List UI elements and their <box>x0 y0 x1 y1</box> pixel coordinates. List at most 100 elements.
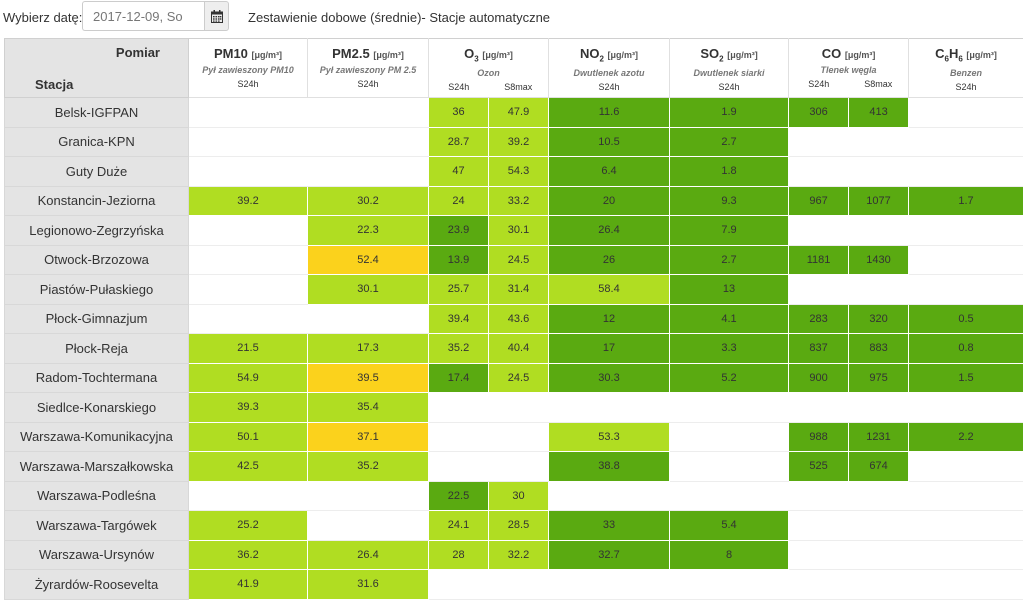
value-cell[interactable]: 306 <box>789 98 849 128</box>
value-cell[interactable]: 525 <box>789 452 849 482</box>
value-cell[interactable]: 54.9 <box>189 363 308 393</box>
value-cell[interactable]: 36.2 <box>189 540 308 570</box>
value-cell[interactable]: 1181 <box>789 245 849 275</box>
value-cell[interactable]: 53.3 <box>549 422 670 452</box>
value-cell[interactable]: 35.4 <box>308 393 429 423</box>
value-cell[interactable]: 283 <box>789 304 849 334</box>
station-name[interactable]: Warszawa-Komunikacyjna <box>5 422 189 452</box>
value-cell[interactable]: 25.2 <box>189 511 308 541</box>
value-cell[interactable]: 17 <box>549 334 670 364</box>
value-cell[interactable]: 28.5 <box>489 511 549 541</box>
value-cell[interactable]: 10.5 <box>549 127 670 157</box>
value-cell[interactable]: 5.4 <box>670 511 789 541</box>
value-cell[interactable]: 23.9 <box>429 216 489 246</box>
value-cell[interactable]: 1077 <box>849 186 909 216</box>
date-input[interactable] <box>82 1 204 31</box>
value-cell[interactable]: 2.7 <box>670 127 789 157</box>
station-name[interactable]: Guty Duże <box>5 157 189 187</box>
value-cell[interactable]: 30.1 <box>308 275 429 305</box>
value-cell[interactable]: 39.4 <box>429 304 489 334</box>
value-cell[interactable]: 9.3 <box>670 186 789 216</box>
value-cell[interactable]: 2.7 <box>670 245 789 275</box>
param-header-c6h6[interactable]: C6H6 [μg/m³] Benzen S24h <box>909 39 1023 98</box>
value-cell[interactable]: 52.4 <box>308 245 429 275</box>
station-name[interactable]: Warszawa-Targówek <box>5 511 189 541</box>
station-name[interactable]: Warszawa-Marszałkowska <box>5 452 189 482</box>
value-cell[interactable]: 35.2 <box>429 334 489 364</box>
value-cell[interactable]: 3.3 <box>670 334 789 364</box>
station-name[interactable]: Radom-Tochtermana <box>5 363 189 393</box>
value-cell[interactable]: 22.3 <box>308 216 429 246</box>
value-cell[interactable]: 674 <box>849 452 909 482</box>
value-cell[interactable]: 2.2 <box>909 422 1023 452</box>
param-header-pm25[interactable]: PM2.5 [μg/m³] Pył zawieszony PM 2.5 S24h <box>308 39 429 98</box>
value-cell[interactable]: 33 <box>549 511 670 541</box>
value-cell[interactable]: 22.5 <box>429 481 489 511</box>
value-cell[interactable]: 900 <box>789 363 849 393</box>
value-cell[interactable]: 28.7 <box>429 127 489 157</box>
station-name[interactable]: Granica-KPN <box>5 127 189 157</box>
value-cell[interactable]: 883 <box>849 334 909 364</box>
value-cell[interactable]: 413 <box>849 98 909 128</box>
calendar-button[interactable] <box>204 1 229 31</box>
station-name[interactable]: Piastów-Pułaskiego <box>5 275 189 305</box>
station-name[interactable]: Płock-Gimnazjum <box>5 304 189 334</box>
value-cell[interactable]: 1.9 <box>670 98 789 128</box>
station-name[interactable]: Siedlce-Konarskiego <box>5 393 189 423</box>
value-cell[interactable]: 50.1 <box>189 422 308 452</box>
value-cell[interactable]: 4.1 <box>670 304 789 334</box>
value-cell[interactable]: 25.7 <box>429 275 489 305</box>
value-cell[interactable]: 24.5 <box>489 245 549 275</box>
value-cell[interactable]: 6.4 <box>549 157 670 187</box>
value-cell[interactable]: 1.7 <box>909 186 1023 216</box>
value-cell[interactable]: 43.6 <box>489 304 549 334</box>
value-cell[interactable]: 30 <box>489 481 549 511</box>
value-cell[interactable]: 320 <box>849 304 909 334</box>
value-cell[interactable]: 0.5 <box>909 304 1023 334</box>
value-cell[interactable]: 1.8 <box>670 157 789 187</box>
value-cell[interactable]: 975 <box>849 363 909 393</box>
value-cell[interactable]: 39.3 <box>189 393 308 423</box>
value-cell[interactable]: 32.7 <box>549 540 670 570</box>
value-cell[interactable]: 32.2 <box>489 540 549 570</box>
value-cell[interactable]: 24.1 <box>429 511 489 541</box>
value-cell[interactable]: 31.4 <box>489 275 549 305</box>
value-cell[interactable]: 36 <box>429 98 489 128</box>
value-cell[interactable]: 54.3 <box>489 157 549 187</box>
value-cell[interactable]: 33.2 <box>489 186 549 216</box>
value-cell[interactable]: 28 <box>429 540 489 570</box>
value-cell[interactable]: 37.1 <box>308 422 429 452</box>
value-cell[interactable]: 26.4 <box>308 540 429 570</box>
station-name[interactable]: Płock-Reja <box>5 334 189 364</box>
value-cell[interactable]: 47 <box>429 157 489 187</box>
value-cell[interactable]: 17.3 <box>308 334 429 364</box>
value-cell[interactable]: 11.6 <box>549 98 670 128</box>
value-cell[interactable]: 35.2 <box>308 452 429 482</box>
value-cell[interactable]: 30.1 <box>489 216 549 246</box>
value-cell[interactable]: 24.5 <box>489 363 549 393</box>
value-cell[interactable]: 30.2 <box>308 186 429 216</box>
value-cell[interactable]: 26 <box>549 245 670 275</box>
value-cell[interactable]: 17.4 <box>429 363 489 393</box>
value-cell[interactable]: 967 <box>789 186 849 216</box>
value-cell[interactable]: 988 <box>789 422 849 452</box>
value-cell[interactable]: 42.5 <box>189 452 308 482</box>
value-cell[interactable]: 39.2 <box>489 127 549 157</box>
value-cell[interactable]: 39.2 <box>189 186 308 216</box>
station-name[interactable]: Legionowo-Zegrzyńska <box>5 216 189 246</box>
value-cell[interactable]: 8 <box>670 540 789 570</box>
value-cell[interactable]: 47.9 <box>489 98 549 128</box>
value-cell[interactable]: 21.5 <box>189 334 308 364</box>
value-cell[interactable]: 1231 <box>849 422 909 452</box>
value-cell[interactable]: 837 <box>789 334 849 364</box>
param-header-so2[interactable]: SO2 [μg/m³] Dwutlenek siarki S24h <box>670 39 789 98</box>
station-name[interactable]: Belsk-IGFPAN <box>5 98 189 128</box>
value-cell[interactable]: 40.4 <box>489 334 549 364</box>
value-cell[interactable]: 12 <box>549 304 670 334</box>
value-cell[interactable]: 7.9 <box>670 216 789 246</box>
value-cell[interactable]: 1.5 <box>909 363 1023 393</box>
station-name[interactable]: Otwock-Brzozowa <box>5 245 189 275</box>
param-header-pm10[interactable]: PM10 [μg/m³] Pył zawieszony PM10 S24h <box>189 39 308 98</box>
value-cell[interactable]: 26.4 <box>549 216 670 246</box>
